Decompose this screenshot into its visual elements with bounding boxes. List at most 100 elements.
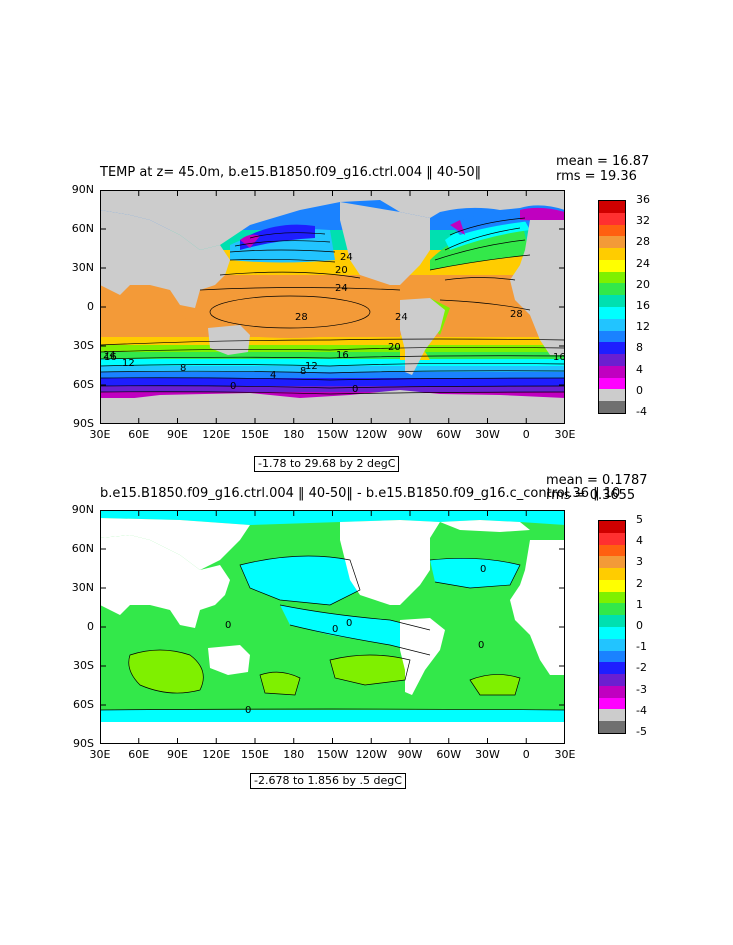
panel2-title: b.e15.B1850.f09_g16.ctrl.004 ‖ 40-50‖ - … <box>100 486 621 501</box>
legend-label: -5 <box>636 725 647 738</box>
legend-swatch <box>599 615 625 628</box>
legend-swatch <box>599 650 625 663</box>
x-tick-label: 120W <box>355 748 388 761</box>
contour-label: 24 <box>395 312 408 323</box>
legend-swatch <box>599 307 625 320</box>
legend-swatch <box>599 603 625 616</box>
legend-swatch <box>599 365 625 379</box>
legend-label: 20 <box>636 277 650 291</box>
panel2-color-legend <box>598 520 626 734</box>
legend-swatch <box>599 401 625 414</box>
x-tick-label: 0 <box>522 428 530 441</box>
legend-swatch <box>599 674 625 687</box>
x-tick-label: 180 <box>283 428 305 441</box>
x-tick-label: 60E <box>128 748 150 761</box>
legend-label: 1 <box>636 597 643 611</box>
x-tick-label: 120E <box>202 428 231 441</box>
legend-swatch <box>599 236 625 249</box>
legend-swatch <box>599 532 625 546</box>
x-tick-label: 30E <box>89 748 111 761</box>
panel2-mean: mean = 0.1787 <box>546 473 648 488</box>
panel2-rms: rms = 0.3655 <box>546 488 636 503</box>
legend-swatch <box>599 271 625 284</box>
legend-swatch <box>599 283 625 296</box>
legend-label: 32 <box>636 214 650 228</box>
legend-swatch <box>599 389 625 402</box>
legend-swatch <box>599 330 625 343</box>
x-tick-label: 30W <box>475 428 500 441</box>
y-tick-label: 90S <box>73 417 94 430</box>
contour-label: 8 <box>180 363 186 374</box>
y-tick-label: 30S <box>73 659 94 672</box>
legend-swatch <box>599 224 625 237</box>
x-tick-label: 90E <box>167 428 188 441</box>
y-tick-label: 0 <box>87 620 94 633</box>
y-tick-label: 30N <box>71 261 94 274</box>
panel1-title: TEMP at z= 45.0m, b.e15.B1850.f09_g16.ct… <box>100 165 482 180</box>
legend-swatch <box>599 342 625 355</box>
panel2-difference-map: 0 0 0 0 0 0 <box>100 510 565 744</box>
legend-label: 4 <box>636 534 643 548</box>
y-tick-label: 60N <box>71 222 94 235</box>
y-tick-label: 90N <box>71 503 94 516</box>
legend-swatch <box>599 318 625 332</box>
contour-label: 28 <box>510 309 523 320</box>
legend-label: 2 <box>636 576 643 590</box>
legend-swatch <box>599 662 625 675</box>
contour-label: 24 <box>103 350 116 361</box>
y-tick-label: 90N <box>71 183 94 196</box>
contour-label: 24 <box>340 252 353 263</box>
x-tick-label: 150E <box>241 748 269 761</box>
legend-swatch <box>599 721 625 734</box>
legend-label: 12 <box>636 320 650 334</box>
x-tick-label: 120W <box>355 428 388 441</box>
legend-label: 8 <box>636 341 643 355</box>
legend-swatch <box>599 685 625 699</box>
legend-label: 0 <box>636 383 643 397</box>
contour-label: 16 <box>553 352 565 363</box>
panel1-range-label: -1.78 to 29.68 by 2 degC <box>254 456 400 473</box>
legend-label: 4 <box>636 362 643 376</box>
legend-label: 3 <box>636 555 643 569</box>
legend-label: -1 <box>636 640 647 654</box>
panel1-temperature-map: 28 24 24 20 20 16 16 12 12 8 8 4 0 0 28 … <box>100 190 565 424</box>
x-tick-label: 30E <box>554 428 576 441</box>
contour-label: 20 <box>388 342 401 353</box>
contour-label: 4 <box>270 370 276 381</box>
contour-label: 16 <box>336 350 349 361</box>
x-tick-label: 150W <box>316 748 349 761</box>
contour-label: 0 <box>245 705 251 716</box>
legend-swatch <box>599 201 625 214</box>
y-tick-label: 60S <box>73 378 94 391</box>
x-tick-label: 90E <box>167 748 188 761</box>
legend-swatch <box>599 697 625 710</box>
y-tick-label: 0 <box>87 300 94 313</box>
y-tick-label: 60N <box>71 542 94 555</box>
x-tick-label: 150E <box>241 428 269 441</box>
legend-label: -2 <box>636 661 647 675</box>
x-tick-label: 60W <box>436 748 462 761</box>
contour-label: 0 <box>230 381 236 392</box>
legend-swatch <box>599 259 625 273</box>
x-tick-label: 0 <box>522 748 530 761</box>
panel1-mean: mean = 16.87 <box>556 154 650 169</box>
panel1-color-legend <box>598 200 626 414</box>
y-tick-label: 90S <box>73 737 94 750</box>
legend-label: 0 <box>636 619 643 632</box>
contour-label: 16 <box>104 352 117 363</box>
contour-label: 0 <box>332 624 338 635</box>
x-tick-label: 60E <box>128 428 150 441</box>
y-tick-label: 60S <box>73 698 94 711</box>
contour-label: 0 <box>225 620 231 631</box>
panel1-rms: rms = 19.36 <box>556 169 637 184</box>
legend-swatch <box>599 544 625 557</box>
legend-label: 5 <box>636 513 643 526</box>
legend-swatch <box>599 556 625 569</box>
legend-swatch <box>599 709 625 722</box>
contour-label: 20 <box>335 265 348 276</box>
contour-label: 0 <box>352 384 358 395</box>
contour-label: 28 <box>295 312 308 323</box>
contour-label: 12 <box>305 361 318 372</box>
contour-label: 24 <box>335 283 348 294</box>
legend-label: 28 <box>636 235 650 249</box>
